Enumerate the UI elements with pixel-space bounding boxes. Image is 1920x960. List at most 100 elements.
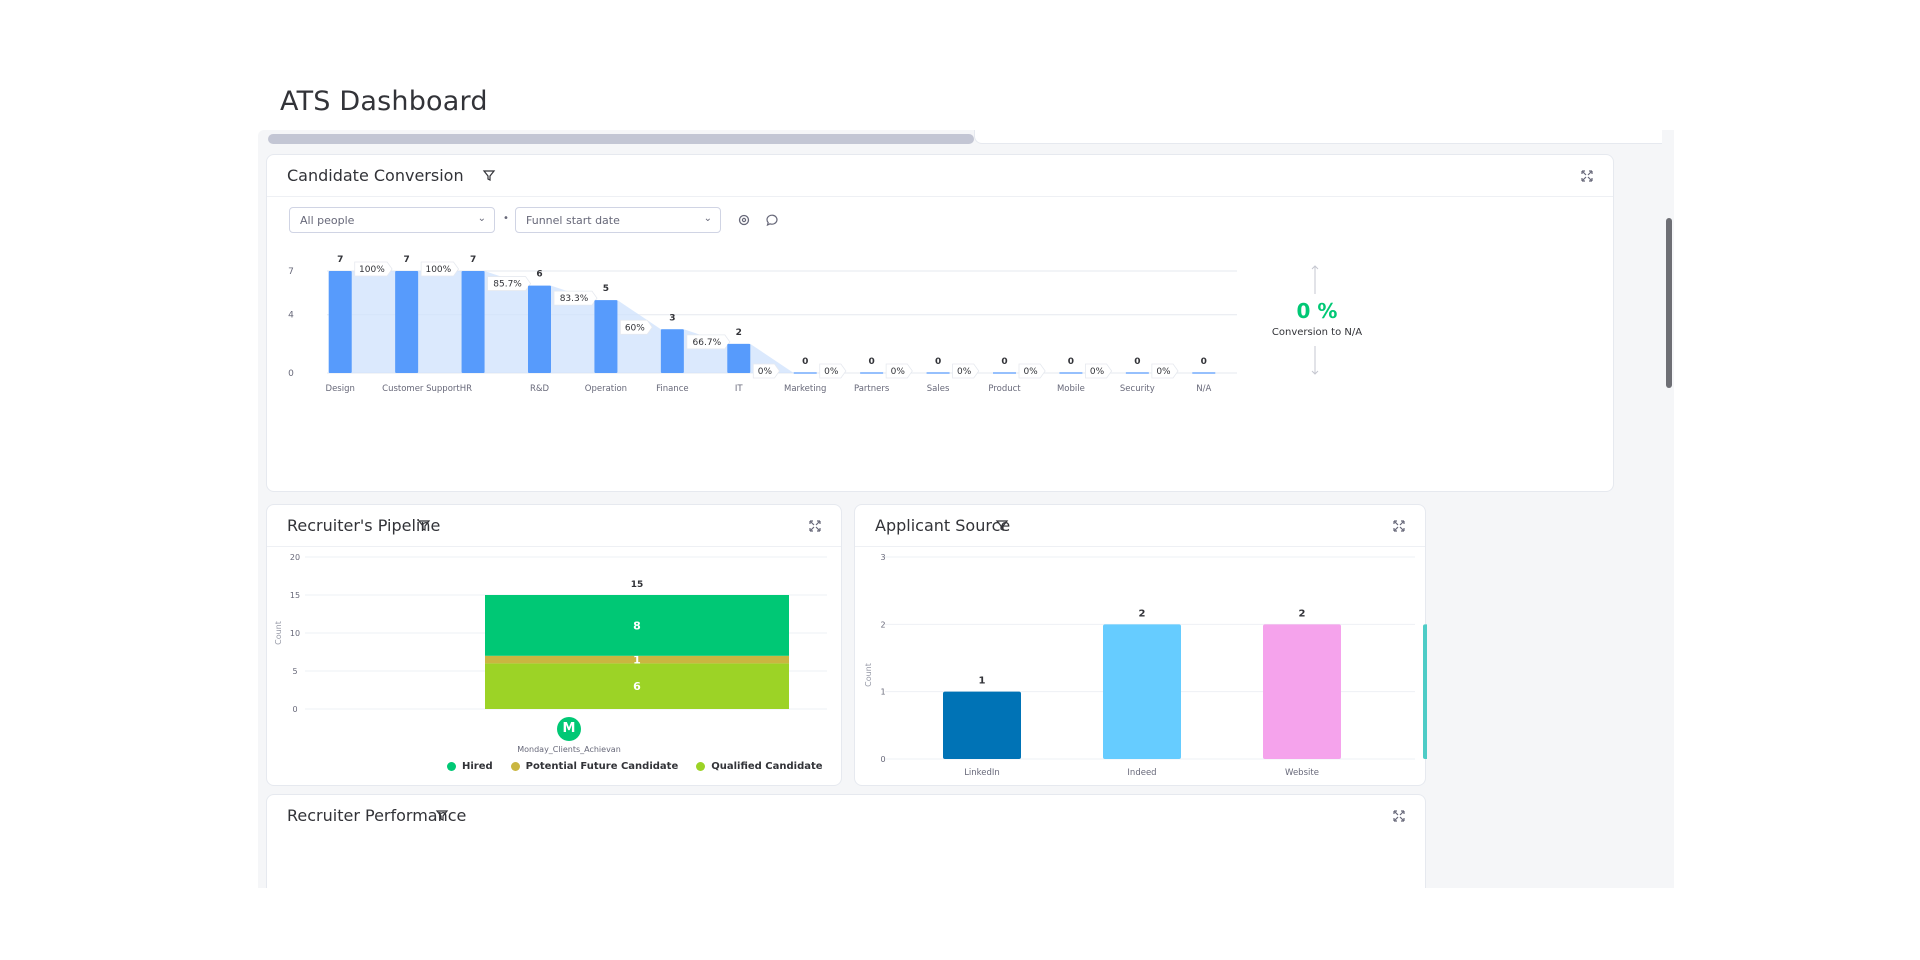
- conversion-rate-label: 0%: [1090, 367, 1105, 377]
- filter-icon[interactable]: [435, 808, 449, 822]
- y-tick-label: 3: [880, 553, 885, 562]
- bar-value-label: 1: [979, 676, 986, 687]
- stack-segment-potential-future-candidate: [485, 655, 789, 664]
- segment-value-label: 1: [633, 654, 641, 667]
- x-tick-label: Website: [1285, 768, 1319, 778]
- conversion-badge: [1151, 363, 1179, 379]
- widget-header: Recruiter Performance: [267, 795, 1425, 837]
- stack-segment-hired: [485, 595, 789, 656]
- conversion-rate-label: 66.7%: [693, 338, 722, 348]
- vertical-scrollbar-thumb[interactable]: [1666, 218, 1672, 388]
- top-scrollbar[interactable]: [268, 134, 974, 144]
- conversion-badge: [354, 261, 393, 277]
- legend-dot: [447, 762, 456, 771]
- conversion-rate-label: 0%: [758, 367, 773, 377]
- bar-value-label: 0: [802, 357, 808, 367]
- filter-separator: •: [503, 213, 509, 224]
- legend-item-hired[interactable]: Hired: [447, 761, 493, 772]
- widget-title: Recruiter Performance: [287, 806, 467, 825]
- legend-dot: [696, 762, 706, 771]
- bar-value-label: 6: [536, 270, 542, 280]
- conversion-rate-label: 60%: [625, 323, 645, 333]
- bar-value-label: 7: [337, 255, 343, 265]
- bar-value-label: 3: [669, 313, 675, 323]
- widget-header: Candidate Conversion: [267, 155, 1613, 197]
- expand-icon[interactable]: [1391, 518, 1407, 534]
- conversion-rate-label: 0%: [824, 367, 839, 377]
- bar-it: [727, 343, 751, 373]
- y-tick-label: 0: [880, 755, 885, 764]
- x-tick-label: Customer SupportHR: [382, 384, 472, 394]
- x-tick-label: Sales: [927, 384, 950, 394]
- bar-indeed: [1103, 624, 1181, 759]
- segment-value-label: 6: [633, 680, 641, 693]
- conversion-badge: [1085, 363, 1113, 379]
- legend-item-potential[interactable]: Potential Future Candidate: [510, 761, 678, 772]
- down-arrow-icon: [1311, 346, 1319, 375]
- filter-icon[interactable]: [995, 518, 1009, 532]
- chat-icon[interactable]: [765, 213, 779, 227]
- bar-value-label: 0: [1134, 357, 1140, 367]
- legend-label: Hired: [462, 761, 493, 772]
- bar-value-label: 2: [1299, 608, 1306, 619]
- y-tick-label: 10: [290, 629, 300, 638]
- candidate-conversion-widget: Candidate Conversion All people ⌄ • Funn…: [266, 154, 1614, 492]
- x-tick-label: Finance: [656, 384, 689, 394]
- bar-referral: [1423, 624, 1427, 759]
- y-tick-label: 5: [292, 667, 297, 676]
- legend-item-qualified[interactable]: Qualified Candidate: [696, 761, 823, 772]
- conversion-badge: [952, 363, 980, 379]
- widget-title: Candidate Conversion: [287, 166, 464, 185]
- bar-website: [1263, 624, 1341, 759]
- avatar[interactable]: M: [557, 717, 581, 741]
- dashboard-title: ATS Dashboard: [280, 86, 488, 117]
- bar-value-label: 2: [1139, 608, 1146, 619]
- y-tick-label: 7: [288, 267, 294, 277]
- people-filter-value: All people: [300, 214, 355, 227]
- conversion-rate-label: 0%: [891, 367, 906, 377]
- people-filter-dropdown[interactable]: All people ⌄: [289, 207, 495, 233]
- bar-value-label: 0: [935, 357, 941, 367]
- date-filter-dropdown[interactable]: Funnel start date ⌄: [515, 207, 721, 233]
- filter-icon[interactable]: [482, 168, 496, 182]
- conversion-chart: 0 4 7 7 Design 100% 7 Customer SupportHR 100% 7 85…: [288, 255, 1237, 394]
- conversion-badge: [620, 319, 653, 335]
- conversion-rate-label: 100%: [425, 265, 451, 275]
- conversion-rate-label: 0%: [1156, 367, 1171, 377]
- expand-icon[interactable]: [807, 518, 823, 534]
- legend-label: Qualified Candidate: [711, 761, 823, 772]
- x-tick-label: Product: [988, 384, 1021, 394]
- y-tick-label: 0: [292, 705, 297, 714]
- expand-icon[interactable]: [1579, 168, 1595, 184]
- conversion-rate-label: 83.3%: [560, 294, 589, 304]
- x-tick-label: Operation: [585, 384, 627, 394]
- bar-value-label: 0: [869, 357, 875, 367]
- legend-dot: [510, 762, 520, 771]
- conversion-value: 0 %: [1296, 299, 1338, 323]
- bar-finance: [660, 329, 684, 373]
- conversion-rate-label: 0%: [1023, 367, 1038, 377]
- widget-title: Applicant Source: [875, 516, 1011, 535]
- widget-header: Applicant Source: [855, 505, 1425, 547]
- x-tick-label: Security: [1120, 384, 1155, 394]
- x-tick-label: N/A: [1196, 384, 1211, 394]
- widget-title: Recruiter's Pipeline: [287, 516, 441, 535]
- expand-icon[interactable]: [1391, 808, 1407, 824]
- conversion-rate-label: 0%: [957, 367, 972, 377]
- pipeline-legend: Hired Potential Future Candidate Qualifi…: [447, 761, 823, 772]
- bar-value-label: 7: [470, 255, 476, 265]
- filter-icon[interactable]: [417, 518, 431, 532]
- settings-icon[interactable]: [737, 213, 751, 227]
- vertical-scrollbar[interactable]: [1662, 130, 1674, 888]
- conversion-rate-label: 85.7%: [493, 280, 522, 290]
- bar-design: [328, 271, 352, 373]
- conversion-badge: [1018, 363, 1046, 379]
- x-tick-label: Indeed: [1127, 768, 1156, 778]
- recruiter-performance-widget: Recruiter Performance: [266, 794, 1426, 888]
- recruiters-pipeline-widget: Recruiter's Pipeline 0 5 10 15 20 Count 6 1 8 15 …: [266, 504, 842, 786]
- x-tick-label: Mobile: [1057, 384, 1085, 394]
- y-tick-label: 1: [880, 688, 885, 697]
- segment-value-label: 8: [633, 619, 641, 632]
- up-arrow-icon: [1311, 265, 1319, 294]
- conversion-summary: 0 % Conversion to N/A: [1257, 265, 1377, 375]
